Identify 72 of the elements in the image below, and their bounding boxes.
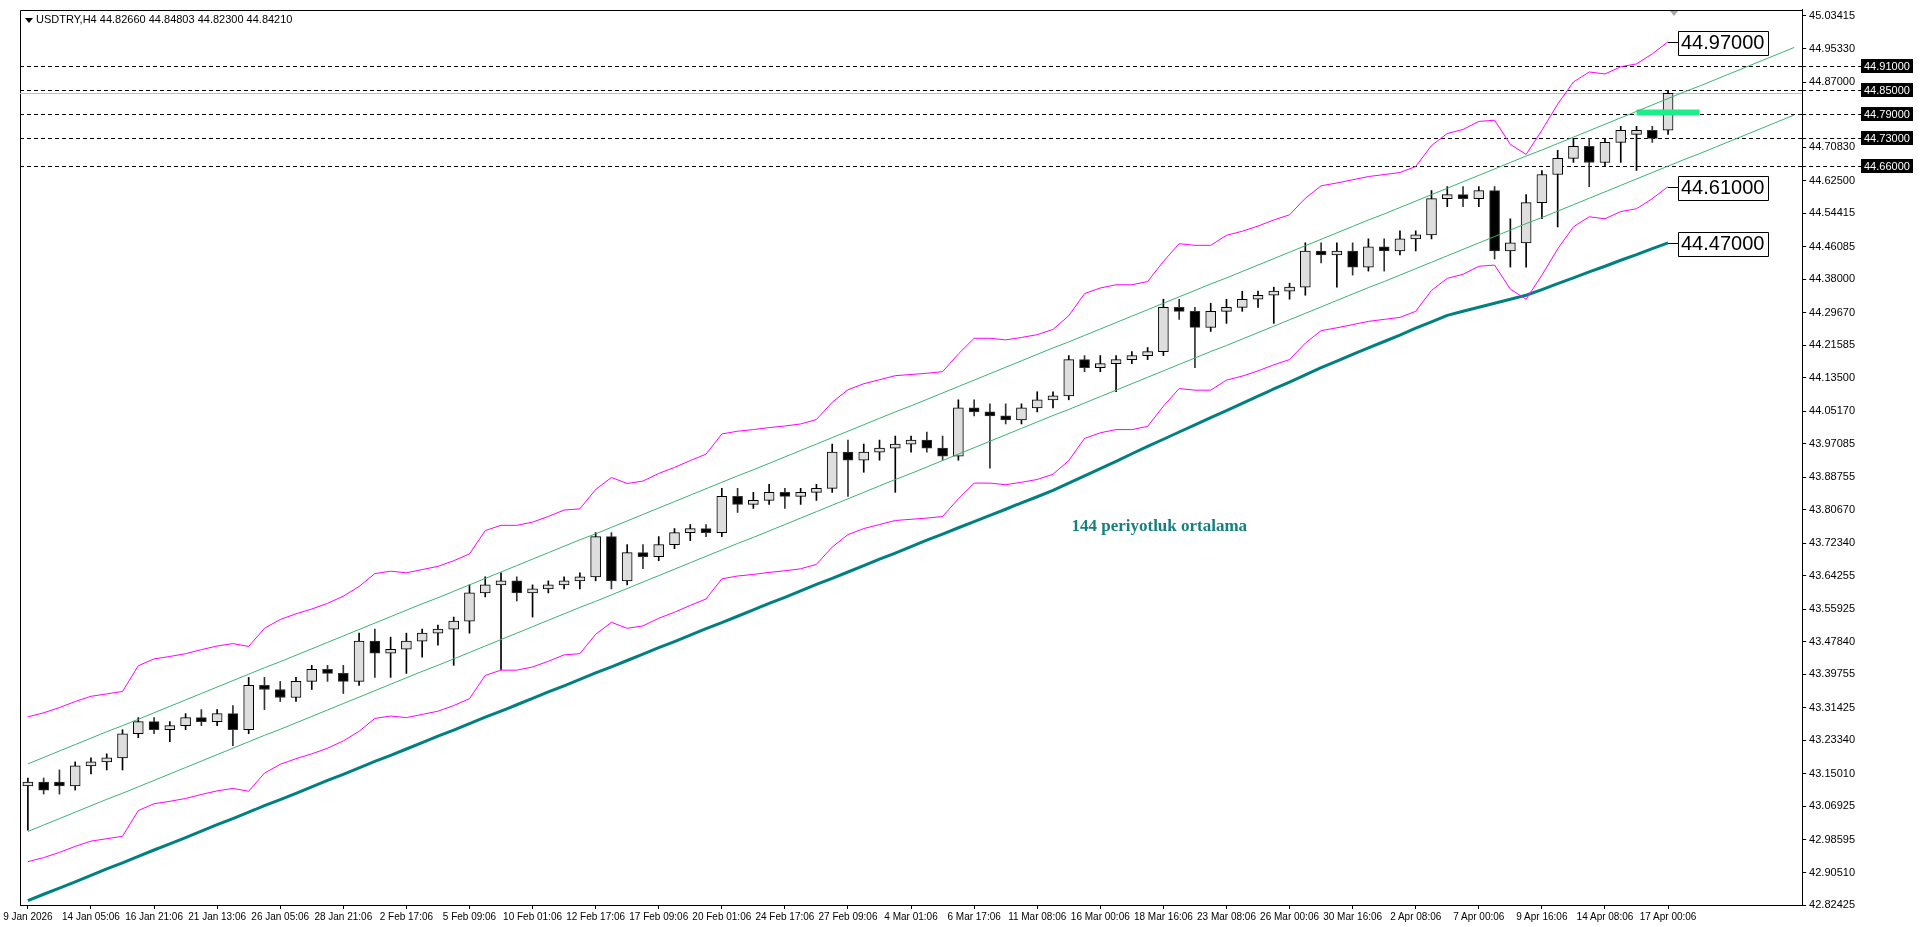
y-tick-label: 42.98595 (1809, 832, 1856, 845)
x-tick-label: 21 Jan 13:06 (188, 910, 247, 922)
x-tick-label: 28 Jan 21:06 (314, 910, 373, 922)
candlestick (448, 616, 460, 666)
y-tick-label: 44.62500 (1809, 173, 1856, 186)
y-tick-label: 44.54415 (1809, 206, 1856, 219)
candlestick (164, 721, 176, 743)
x-tick-label: 24 Feb 17:06 (755, 910, 815, 922)
y-tick-label: 44.87000 (1809, 75, 1856, 88)
y-tick-label: 42.82425 (1809, 898, 1856, 911)
y-tick-label: 44.46085 (1809, 239, 1856, 252)
x-tick-label: 7 Apr 00:06 (1453, 910, 1505, 922)
x-tick-label: 30 Mar 16:06 (1323, 910, 1383, 922)
y-tick-label: 44.05170 (1809, 404, 1856, 417)
ref-line-label: 44.91000 (1864, 59, 1910, 72)
y-tick-label: 43.31425 (1809, 700, 1856, 713)
x-tick-label: 2 Feb 17:06 (379, 910, 434, 922)
x-tick-label: 14 Apr 08:06 (1576, 910, 1634, 922)
x-tick-label: 16 Mar 00:06 (1070, 910, 1131, 922)
y-tick-label: 43.64255 (1809, 568, 1856, 581)
x-tick-label: 23 Mar 08:06 (1197, 910, 1257, 922)
y-tick-label: 44.38000 (1809, 272, 1856, 285)
ref-line-label: 44.85000 (1864, 83, 1910, 96)
data-label: 44.47000 (1681, 232, 1765, 255)
x-tick-label: 9 Jan 2026 (3, 910, 54, 922)
x-tick-label: 14 Jan 05:06 (62, 910, 121, 922)
ref-line-label: 44.73000 (1864, 131, 1910, 144)
y-tick-label: 42.90510 (1809, 865, 1856, 878)
x-tick-label: 17 Feb 09:06 (629, 910, 689, 922)
candlestick (779, 488, 791, 509)
candlestick (1110, 355, 1122, 393)
candlestick (1268, 286, 1280, 324)
chart-title: USDTRY,H4 44.82660 44.84803 44.82300 44.84210 (36, 12, 293, 25)
y-tick-label: 43.47840 (1809, 634, 1856, 647)
x-tick-label: 4 Mar 01:06 (884, 910, 939, 922)
y-tick-label: 44.95330 (1809, 41, 1856, 54)
x-tick-label: 20 Feb 01:06 (692, 910, 752, 922)
x-tick-label: 26 Mar 00:06 (1260, 910, 1320, 922)
y-tick-label: 44.13500 (1809, 370, 1856, 383)
y-tick-label: 45.03415 (1809, 9, 1856, 22)
y-tick-label: 44.21585 (1809, 338, 1856, 351)
candlestick (1457, 186, 1469, 208)
x-tick-label: 16 Jan 21:06 (125, 910, 184, 922)
x-tick-label: 11 Mar 08:06 (1008, 910, 1067, 922)
candlestick (637, 544, 649, 570)
y-tick-label: 43.23340 (1809, 733, 1856, 746)
y-tick-label: 43.15010 (1809, 766, 1856, 779)
y-tick-label: 43.97085 (1809, 436, 1856, 449)
x-tick-label: 26 Jan 05:06 (251, 910, 310, 922)
y-tick-label: 43.72340 (1809, 536, 1856, 549)
data-label: 44.61000 (1681, 176, 1765, 199)
x-tick-label: 2 Apr 08:06 (1390, 910, 1442, 922)
x-tick-label: 18 Mar 16:06 (1133, 910, 1194, 922)
x-tick-label: 6 Mar 17:06 (947, 910, 1002, 922)
x-tick-label: 12 Feb 17:06 (566, 910, 626, 922)
ref-line-label: 44.79000 (1864, 107, 1910, 120)
x-tick-label: 27 Feb 09:06 (818, 910, 878, 922)
data-label: 44.97000 (1681, 31, 1765, 54)
y-tick-label: 43.06925 (1809, 799, 1856, 812)
y-tick-label: 43.80670 (1809, 502, 1856, 515)
x-tick-label: 10 Feb 01:06 (503, 910, 563, 922)
y-tick-label: 43.55925 (1809, 602, 1856, 615)
x-tick-label: 17 Apr 00:06 (1639, 910, 1697, 922)
y-tick-label: 44.29670 (1809, 305, 1856, 318)
x-tick-label: 5 Feb 09:06 (442, 910, 497, 922)
y-tick-label: 43.88755 (1809, 470, 1856, 483)
y-tick-label: 44.70830 (1809, 140, 1856, 153)
candlestick (1173, 298, 1185, 320)
x-tick-label: 9 Apr 16:06 (1516, 910, 1568, 922)
y-tick-label: 43.39755 (1809, 667, 1856, 680)
ref-line-label: 44.66000 (1864, 159, 1910, 172)
annotation: 144 periyotluk ortalama (1071, 515, 1248, 535)
